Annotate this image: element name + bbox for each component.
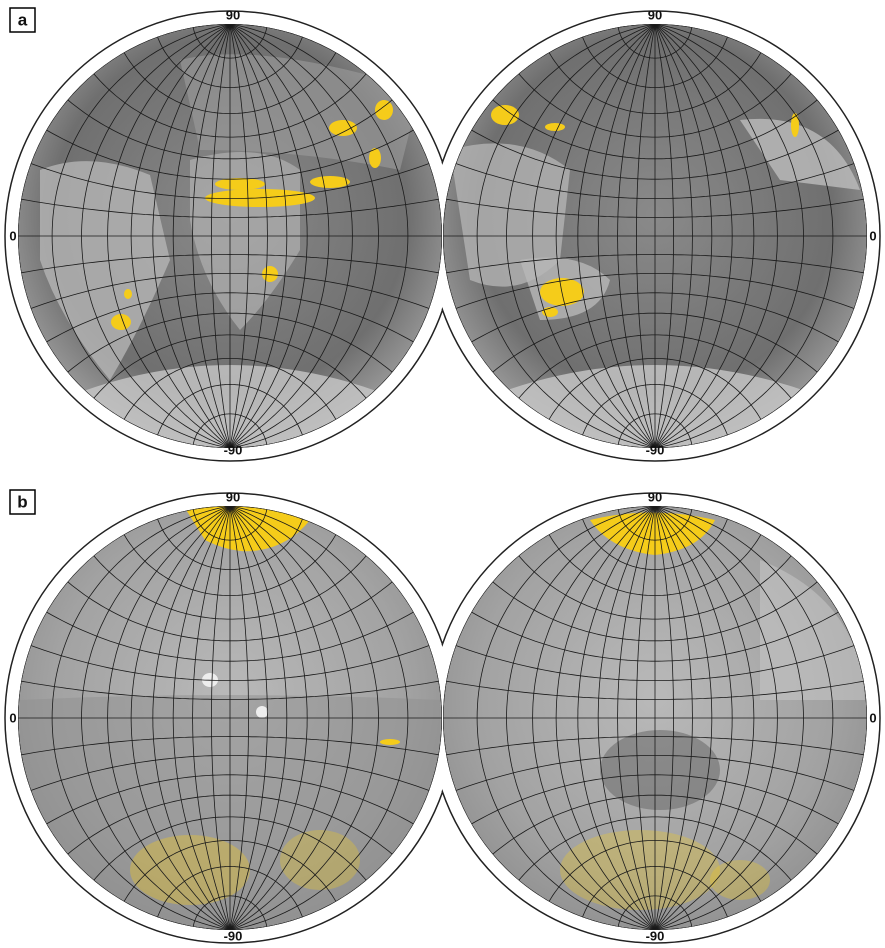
figure: a 90 -90 0 90 -90 0 b 90 -90 0 90 -90 0	[0, 0, 885, 948]
globe	[443, 506, 867, 930]
edge-label: 0	[869, 228, 876, 243]
panel-label: b	[17, 492, 27, 511]
edge-label: 0	[9, 228, 16, 243]
north-label: 90	[226, 7, 240, 22]
south-label: -90	[224, 442, 243, 457]
south-label: -90	[224, 928, 243, 943]
panel-label: a	[18, 10, 28, 29]
south-label: -90	[646, 928, 665, 943]
north-label: 90	[226, 489, 240, 504]
north-label: 90	[648, 7, 662, 22]
north-label: 90	[648, 489, 662, 504]
edge-label: 0	[869, 710, 876, 725]
south-label: -90	[646, 442, 665, 457]
edge-label: 0	[9, 710, 16, 725]
